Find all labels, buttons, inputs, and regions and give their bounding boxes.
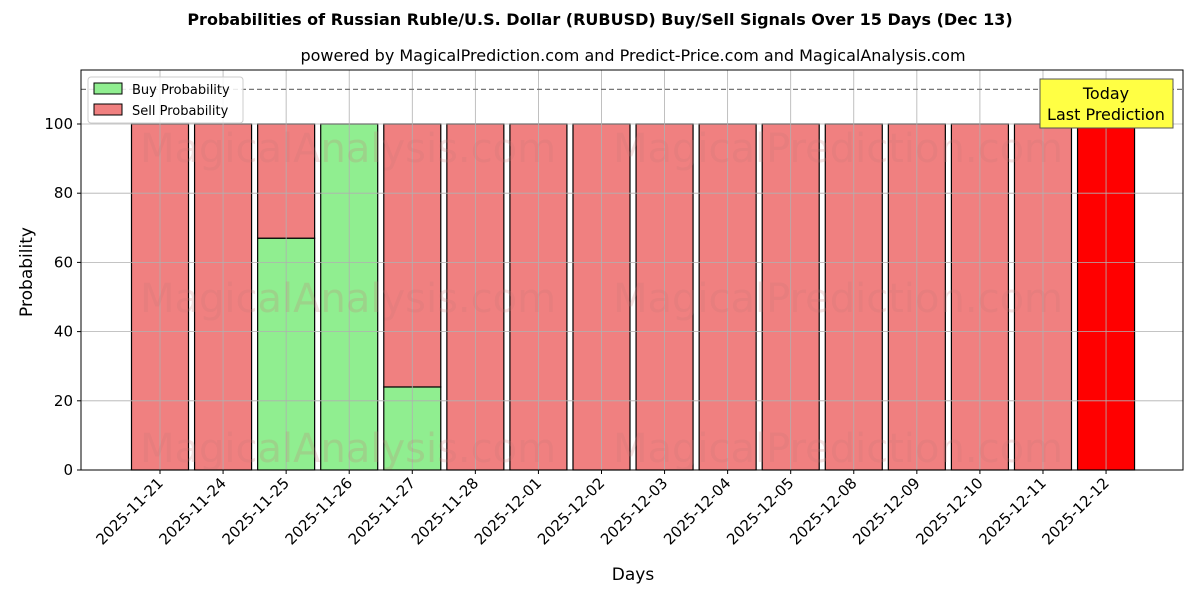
y-axis-label: Probability — [17, 227, 37, 317]
y-tick-label: 0 — [63, 461, 73, 479]
y-tick-label: 40 — [54, 323, 73, 341]
x-tick-label: 2025-12-04 — [660, 474, 734, 548]
plot-frame — [80, 69, 1184, 471]
watermark: MagicalPrediction.com — [613, 426, 1063, 472]
watermark: MagicalAnalysis.com — [140, 426, 556, 472]
y-tick-label: 20 — [54, 392, 73, 410]
watermark: MagicalPrediction.com — [613, 276, 1063, 322]
watermark: MagicalPrediction.com — [613, 126, 1063, 172]
chart-subtitle: powered by MagicalPrediction.com and Pre… — [300, 46, 966, 65]
y-tick-label: 100 — [44, 115, 73, 133]
x-tick-label: 2025-12-10 — [912, 474, 986, 548]
legend-label-sell: Sell Probability — [132, 104, 229, 119]
today-annotation-line1: Today — [1082, 84, 1129, 103]
x-tick-label: 2025-11-26 — [282, 474, 356, 548]
x-tick-label: 2025-12-12 — [1038, 474, 1112, 548]
x-tick-label: 2025-12-05 — [723, 474, 797, 548]
x-tick-label: 2025-11-24 — [156, 474, 230, 548]
x-tick-label: 2025-11-27 — [345, 474, 419, 548]
legend-swatch-buy — [93, 82, 123, 95]
watermark: MagicalAnalysis.com — [140, 126, 556, 172]
today-annotation-box — [1039, 78, 1174, 129]
y-tick-label: 60 — [54, 253, 73, 271]
legend-swatch-sell — [93, 103, 123, 116]
x-tick-label: 2025-11-21 — [92, 474, 166, 548]
y-tick-label: 80 — [54, 184, 73, 202]
x-axis-label: Days — [612, 565, 655, 585]
x-tick-label: 2025-12-03 — [597, 474, 671, 548]
x-tick-label: 2025-12-01 — [471, 474, 545, 548]
legend-box — [87, 76, 244, 124]
x-tick-label: 2025-11-28 — [408, 474, 482, 548]
chart-title: Probabilities of Russian Ruble/U.S. Doll… — [187, 10, 1013, 29]
legend-label-buy: Buy Probability — [132, 83, 230, 98]
watermark: MagicalAnalysis.com — [140, 276, 556, 322]
x-tick-label: 2025-12-11 — [975, 474, 1049, 548]
x-tick-label: 2025-11-25 — [219, 474, 293, 548]
x-tick-label: 2025-12-08 — [786, 474, 860, 548]
x-tick-label: 2025-12-02 — [534, 474, 608, 548]
x-tick-label: 2025-12-09 — [849, 474, 923, 548]
today-annotation-line2: Last Prediction — [1047, 105, 1165, 124]
